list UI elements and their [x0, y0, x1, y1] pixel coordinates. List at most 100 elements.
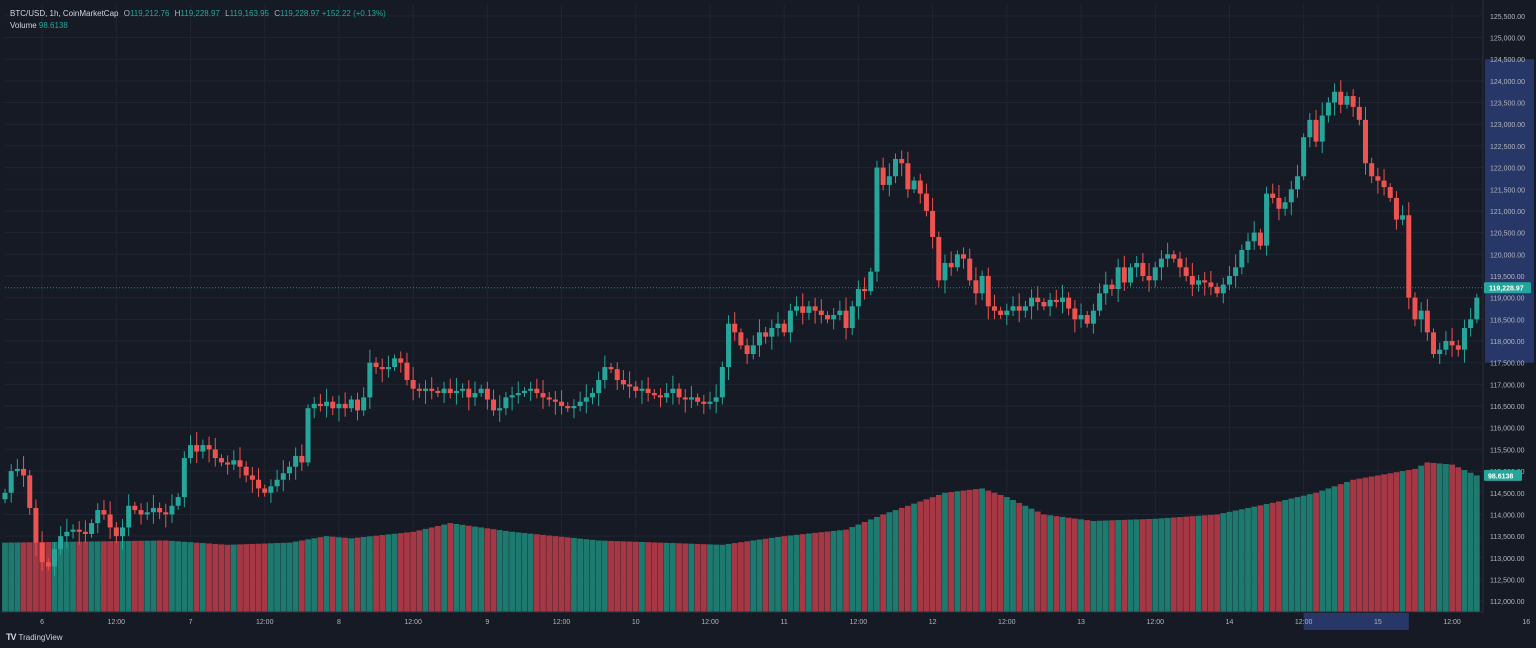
candle-body	[1449, 341, 1455, 346]
volume-bar	[366, 536, 373, 612]
volume-bar	[942, 492, 948, 612]
volume-bar	[125, 540, 132, 612]
volume-bar	[948, 492, 955, 612]
candle-body	[1264, 193, 1270, 246]
candle-body	[849, 306, 855, 329]
candle-body	[472, 393, 478, 398]
price-tick-label: 112,500.00	[1490, 577, 1525, 584]
candle-body	[1350, 96, 1356, 107]
candle-body	[812, 306, 818, 311]
volume-bar	[76, 541, 83, 612]
volume-bar	[1455, 467, 1462, 612]
candle-body	[837, 310, 843, 316]
candle-body	[243, 466, 249, 476]
volume-label[interactable]: Volume	[10, 21, 37, 30]
volume-bar	[1442, 464, 1449, 612]
volume-bar	[892, 510, 899, 612]
volume-bar	[1362, 477, 1369, 612]
volume-bar	[787, 535, 794, 612]
volume-bar	[756, 539, 763, 612]
volume-bar	[379, 535, 386, 612]
candle-body	[206, 445, 212, 450]
volume-bar	[725, 543, 732, 612]
volume-bar	[1412, 468, 1418, 612]
candle-body	[1078, 315, 1084, 320]
price-tick-label: 115,500.00	[1490, 447, 1525, 454]
candle-body	[948, 262, 954, 268]
volume-bar	[428, 527, 435, 612]
candle-body	[1251, 232, 1257, 242]
symbol-label[interactable]: BTC/USD, 1h, CoinMarketCap	[10, 9, 119, 18]
volume-bar	[280, 542, 287, 612]
volume-bar	[694, 543, 701, 612]
volume-bar	[1263, 504, 1270, 612]
candle-body	[528, 388, 534, 391]
volume-bar	[818, 532, 825, 612]
volume-bar	[1282, 499, 1289, 612]
time-tick-label: 12:00	[701, 619, 719, 626]
volume-bar	[1350, 479, 1357, 612]
time-tick-label: 16	[1522, 619, 1530, 626]
candle-body	[21, 468, 27, 476]
volume-bar	[1065, 517, 1072, 612]
candle-body	[973, 280, 979, 294]
volume-bar	[973, 489, 979, 612]
candle-body	[1022, 306, 1028, 311]
volume-bar	[26, 542, 33, 612]
volume-bar	[1313, 492, 1319, 612]
volume-bar	[564, 537, 571, 612]
tradingview-logo[interactable]: TV TradingView	[6, 632, 63, 642]
volume-bar	[33, 542, 39, 612]
volume-bar	[997, 494, 1004, 612]
candle-body	[460, 388, 466, 391]
candle-body	[1084, 315, 1090, 324]
volume-bar	[1022, 505, 1029, 612]
volume-bar	[1300, 495, 1307, 612]
candle-body	[1325, 102, 1331, 116]
candle-body	[89, 523, 95, 534]
volume-bar	[917, 501, 924, 612]
volume-bar	[849, 527, 856, 612]
volume-bar	[533, 534, 540, 612]
volume-bar	[571, 537, 577, 612]
candle-body	[194, 445, 200, 452]
volume-bar	[1251, 506, 1258, 612]
volume-bar	[509, 531, 515, 612]
candle-body	[163, 512, 169, 515]
candle-body	[324, 401, 330, 407]
candle-body	[262, 488, 268, 493]
candle-body	[95, 510, 101, 524]
candle-body	[620, 380, 626, 385]
volume-bar	[1319, 490, 1326, 612]
volume-bar	[156, 540, 163, 612]
candle-body	[200, 445, 206, 452]
volume-bar	[960, 490, 967, 612]
candle-body	[682, 397, 688, 400]
volume-bar	[985, 490, 992, 612]
time-tick-label: 8	[337, 619, 341, 626]
volume-bar	[799, 534, 806, 612]
candle-body	[855, 288, 861, 307]
candle-body	[1177, 258, 1183, 268]
volume-bar	[781, 536, 788, 612]
volume-bar	[1405, 470, 1412, 612]
candle-body	[1468, 319, 1474, 329]
volume-bar	[286, 542, 293, 612]
candle-body	[670, 388, 676, 394]
volume-bar	[824, 531, 831, 612]
volume-bar	[478, 527, 485, 612]
volume-bar	[1257, 505, 1264, 612]
volume-bar	[626, 541, 633, 612]
price-tick-label: 114,000.00	[1490, 512, 1525, 519]
candle-body	[1437, 349, 1443, 355]
volume-bar	[230, 544, 237, 612]
volume-bar	[292, 541, 299, 612]
candle-body	[1041, 301, 1047, 307]
candle-body	[676, 388, 682, 398]
volume-bar	[224, 544, 231, 612]
candle-body	[317, 403, 323, 407]
candle-body	[410, 380, 416, 389]
volume-bar	[1071, 518, 1078, 612]
candle-body	[515, 393, 521, 396]
